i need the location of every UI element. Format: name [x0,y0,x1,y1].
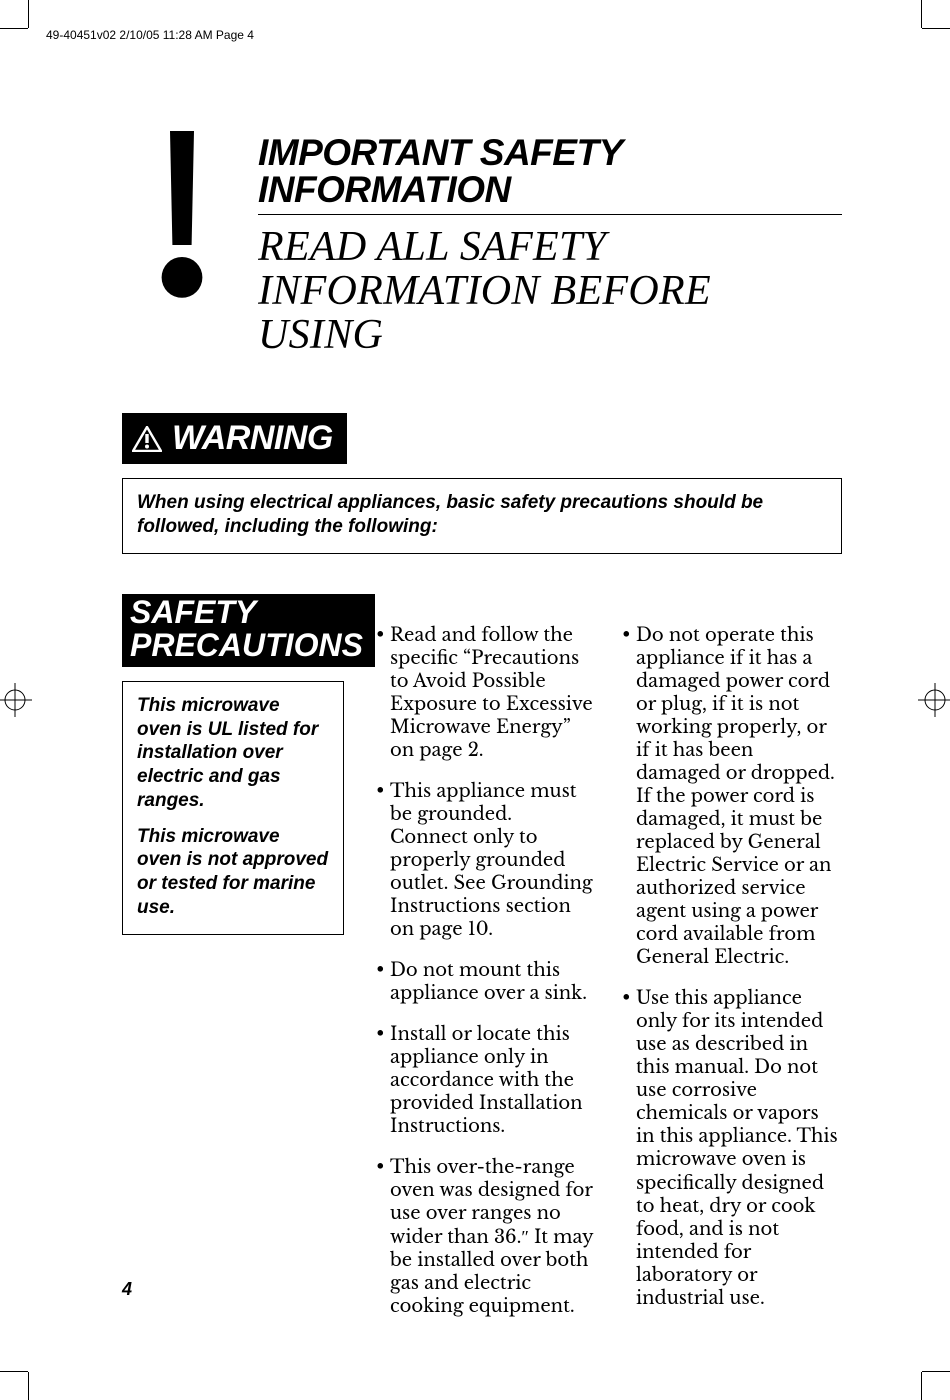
warning-text: When using electrical appliances, basic … [137,491,827,539]
crop-mark [28,1372,29,1400]
exclamation-icon [122,130,242,300]
title-rule [258,214,842,215]
list-item: Install or locate this appliance only in… [376,1023,594,1138]
crop-mark [0,1371,28,1372]
precautions-para-2: This microwave oven is not approved or t… [137,825,329,920]
crop-mark [922,1371,950,1372]
crop-mark [28,0,29,28]
title-secondary: READ ALL SAFETY INFORMATION BEFORE USING [258,225,842,357]
title-secondary-line1: READ ALL SAFETY [258,224,606,270]
title-primary: IMPORTANT SAFETY INFORMATION [258,134,842,208]
bullets-col-2: Do not operate this appliance if it has … [622,624,840,1310]
page-number: 4 [122,1279,132,1300]
list-item: Do not mount this appliance over a sink. [376,959,594,1005]
crop-mark [921,1372,922,1400]
list-item: Use this appliance only for its intended… [622,987,840,1309]
precautions-para-1: This microwave oven is UL listed for ins… [137,694,329,813]
warning-box: When using electrical appliances, basic … [122,478,842,554]
warning-label: WARNING [172,419,333,458]
crop-mark [0,28,28,29]
safety-label-line1: SAFETY [130,596,363,630]
list-item: This appliance must be grounded. Connect… [376,780,594,941]
registration-mark-icon [918,683,950,717]
warning-triangle-icon [132,426,162,452]
warning-bar: WARNING [122,413,347,464]
list-item: Read and follow the specific “Precaution… [376,624,594,762]
registration-mark-icon [0,683,32,717]
safety-precautions-bar: SAFETY PRECAUTIONS [122,594,375,667]
bullets-col-1: Read and follow the specific “Precaution… [376,624,594,1318]
precautions-box: This microwave oven is UL listed for ins… [122,681,344,935]
list-item: Do not operate this appliance if it has … [622,624,840,969]
list-item: This over-the-range oven was designed fo… [376,1156,594,1317]
crop-mark [921,0,922,28]
title-secondary-line2: INFORMATION BEFORE USING [258,268,711,357]
running-header: 49-40451v02 2/10/05 11:28 AM Page 4 [46,28,254,42]
safety-label-line2: PRECAUTIONS [130,629,363,663]
crop-mark [922,28,950,29]
